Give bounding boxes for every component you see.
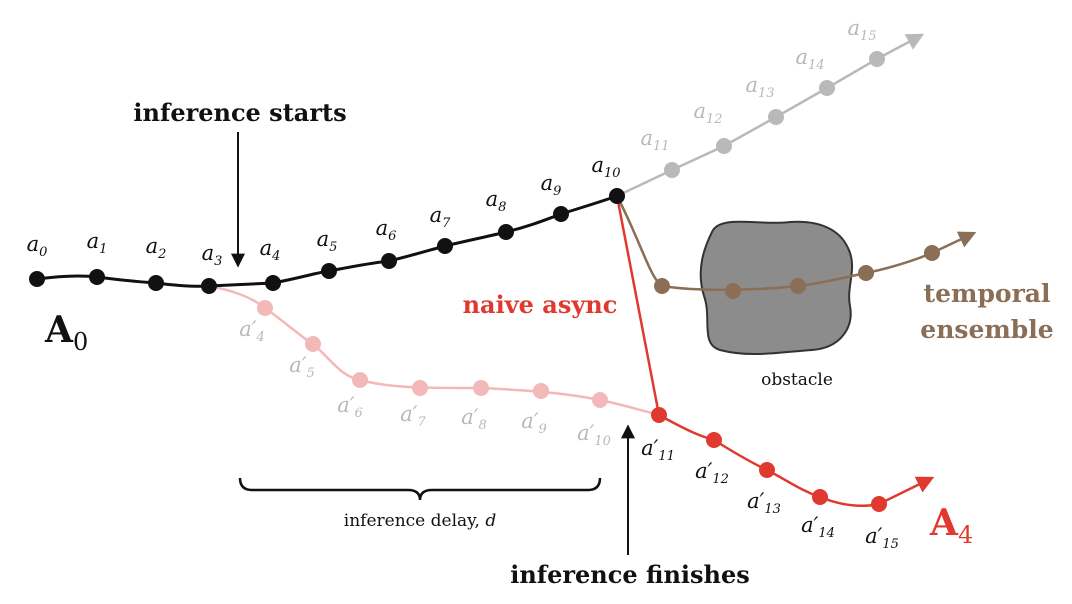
action-point — [498, 224, 514, 240]
action-point — [609, 188, 625, 204]
original-chunk-points — [29, 188, 625, 294]
new-action-point — [871, 496, 887, 512]
faded-new-action-point — [305, 336, 321, 352]
faded-new-action-point — [257, 300, 273, 316]
faded-new-action-label: a′9 — [521, 409, 547, 437]
faded-new-action-point — [352, 372, 368, 388]
chunk-a0-label: A0 — [44, 309, 88, 356]
new-action-point — [759, 462, 775, 478]
new-action-label: a′15 — [865, 524, 899, 552]
faded-action-label: a12 — [693, 99, 722, 127]
action-point — [321, 263, 337, 279]
action-label: a3 — [202, 241, 223, 269]
action-point — [381, 253, 397, 269]
chunk-a4-label: A4 — [929, 502, 973, 549]
faded-action-label: a15 — [847, 16, 876, 44]
action-label: a6 — [376, 216, 397, 244]
faded-action-point — [819, 80, 835, 96]
action-label: a5 — [317, 227, 338, 255]
original-chunk-labels: a0 a1 a2 a3 a4 a5 a6 a7 a8 a9 a10 — [27, 153, 621, 269]
faded-new-action-label: a′7 — [400, 402, 426, 430]
action-point — [437, 238, 453, 254]
faded-action-point — [664, 162, 680, 178]
new-action-point — [651, 407, 667, 423]
naive-async-jump — [615, 195, 661, 416]
action-point — [201, 278, 217, 294]
new-chunk-points — [651, 407, 887, 512]
action-label: a1 — [87, 229, 108, 257]
ensemble-point — [654, 278, 670, 294]
temporal-ensemble-label-line1: temporal — [924, 279, 1051, 308]
action-point — [265, 275, 281, 291]
new-action-label: a′12 — [695, 459, 729, 487]
inference-finishes-label: inference finishes — [510, 560, 750, 589]
new-action-point — [706, 432, 722, 448]
new-action-point — [812, 489, 828, 505]
faded-new-action-label: a′4 — [239, 317, 265, 345]
new-chunk-labels: a′11 a′12 a′13 a′14 a′15 — [641, 436, 899, 552]
new-action-label: a′11 — [641, 436, 675, 464]
action-label: a10 — [591, 153, 620, 181]
faded-new-action-label: a′10 — [577, 421, 611, 449]
faded-action-label: a11 — [640, 126, 669, 154]
faded-new-action-label: a′8 — [461, 405, 487, 433]
action-point — [553, 206, 569, 222]
ensemble-point — [790, 278, 806, 294]
inference-delay-brace — [238, 477, 602, 501]
temporal-ensemble-label-line2: ensemble — [920, 315, 1053, 344]
faded-action-point — [716, 138, 732, 154]
action-label: a8 — [486, 187, 507, 215]
faded-new-chunk-points — [257, 300, 608, 408]
faded-action-label: a14 — [795, 45, 824, 73]
faded-new-action-point — [412, 380, 428, 396]
action-point — [89, 269, 105, 285]
action-label: a7 — [430, 203, 452, 231]
naive-async-label: naive async — [463, 290, 618, 319]
faded-new-action-point — [473, 380, 489, 396]
faded-new-chunk-labels: a′4 a′5 a′6 a′7 a′8 a′9 a′10 — [239, 317, 611, 449]
faded-continuation-points — [664, 51, 885, 178]
faded-continuation-labels: a11 a12 a13 a14 a15 — [640, 16, 876, 154]
new-action-label: a′14 — [801, 513, 835, 541]
action-label: a4 — [260, 236, 281, 264]
action-label: a0 — [27, 232, 48, 260]
faded-new-action-point — [592, 392, 608, 408]
faded-action-label: a13 — [745, 73, 774, 101]
action-point — [29, 271, 45, 287]
faded-new-action-point — [533, 383, 549, 399]
temporal-ensemble-points — [654, 245, 940, 299]
action-label: a2 — [146, 234, 167, 262]
action-label: a9 — [541, 171, 562, 199]
inference-starts-label: inference starts — [133, 98, 346, 127]
faded-action-point — [768, 109, 784, 125]
ensemble-point — [924, 245, 940, 261]
temporal-ensemble-path — [615, 195, 977, 292]
ensemble-point — [858, 265, 874, 281]
faded-new-action-label: a′6 — [337, 393, 363, 421]
obstacle-label: obstacle — [761, 370, 833, 390]
action-point — [148, 275, 164, 291]
ensemble-point — [725, 283, 741, 299]
new-action-label: a′13 — [747, 489, 781, 517]
faded-action-point — [869, 51, 885, 67]
faded-new-action-label: a′5 — [289, 353, 315, 381]
inference-delay-label: inference delay, d — [344, 511, 497, 531]
